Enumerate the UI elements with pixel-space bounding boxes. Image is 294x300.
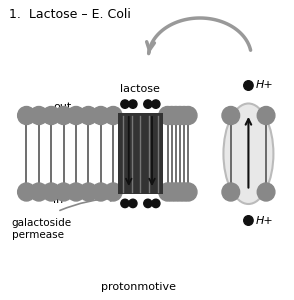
Circle shape bbox=[18, 106, 35, 124]
Circle shape bbox=[80, 183, 97, 201]
Circle shape bbox=[30, 183, 48, 201]
Text: in: in bbox=[53, 195, 63, 205]
Circle shape bbox=[30, 106, 48, 124]
Circle shape bbox=[244, 81, 253, 90]
Circle shape bbox=[42, 106, 60, 124]
Circle shape bbox=[104, 106, 122, 124]
Circle shape bbox=[152, 199, 160, 208]
Text: out: out bbox=[53, 103, 71, 112]
Circle shape bbox=[129, 100, 137, 108]
Circle shape bbox=[175, 106, 193, 124]
Ellipse shape bbox=[223, 103, 273, 204]
Circle shape bbox=[179, 106, 197, 124]
Circle shape bbox=[257, 106, 275, 124]
Circle shape bbox=[144, 100, 152, 108]
Text: 1.  Lactose – E. Coli: 1. Lactose – E. Coli bbox=[9, 8, 131, 20]
Circle shape bbox=[179, 183, 197, 201]
Circle shape bbox=[92, 106, 110, 124]
Circle shape bbox=[129, 199, 137, 208]
Circle shape bbox=[121, 199, 129, 208]
Circle shape bbox=[92, 183, 110, 201]
Circle shape bbox=[80, 106, 97, 124]
Bar bbox=[118, 113, 163, 194]
Circle shape bbox=[121, 100, 129, 108]
Circle shape bbox=[222, 183, 240, 201]
Circle shape bbox=[18, 183, 35, 201]
Circle shape bbox=[175, 183, 193, 201]
Circle shape bbox=[67, 183, 85, 201]
Circle shape bbox=[159, 183, 176, 201]
Circle shape bbox=[42, 183, 60, 201]
Circle shape bbox=[163, 106, 181, 124]
Text: galactoside
permease: galactoside permease bbox=[12, 218, 72, 240]
Circle shape bbox=[222, 106, 240, 124]
Circle shape bbox=[167, 106, 185, 124]
Text: lactose: lactose bbox=[121, 85, 160, 94]
Text: H+: H+ bbox=[256, 215, 273, 226]
Circle shape bbox=[163, 183, 181, 201]
Text: H+: H+ bbox=[256, 80, 273, 91]
Text: protonmotive: protonmotive bbox=[101, 283, 176, 292]
Circle shape bbox=[67, 106, 85, 124]
Circle shape bbox=[257, 183, 275, 201]
Circle shape bbox=[171, 183, 189, 201]
Circle shape bbox=[144, 199, 152, 208]
Circle shape bbox=[159, 106, 176, 124]
Circle shape bbox=[244, 216, 253, 225]
Circle shape bbox=[171, 106, 189, 124]
Circle shape bbox=[55, 106, 72, 124]
Circle shape bbox=[104, 183, 122, 201]
Circle shape bbox=[167, 183, 185, 201]
Circle shape bbox=[55, 183, 72, 201]
Circle shape bbox=[152, 100, 160, 108]
